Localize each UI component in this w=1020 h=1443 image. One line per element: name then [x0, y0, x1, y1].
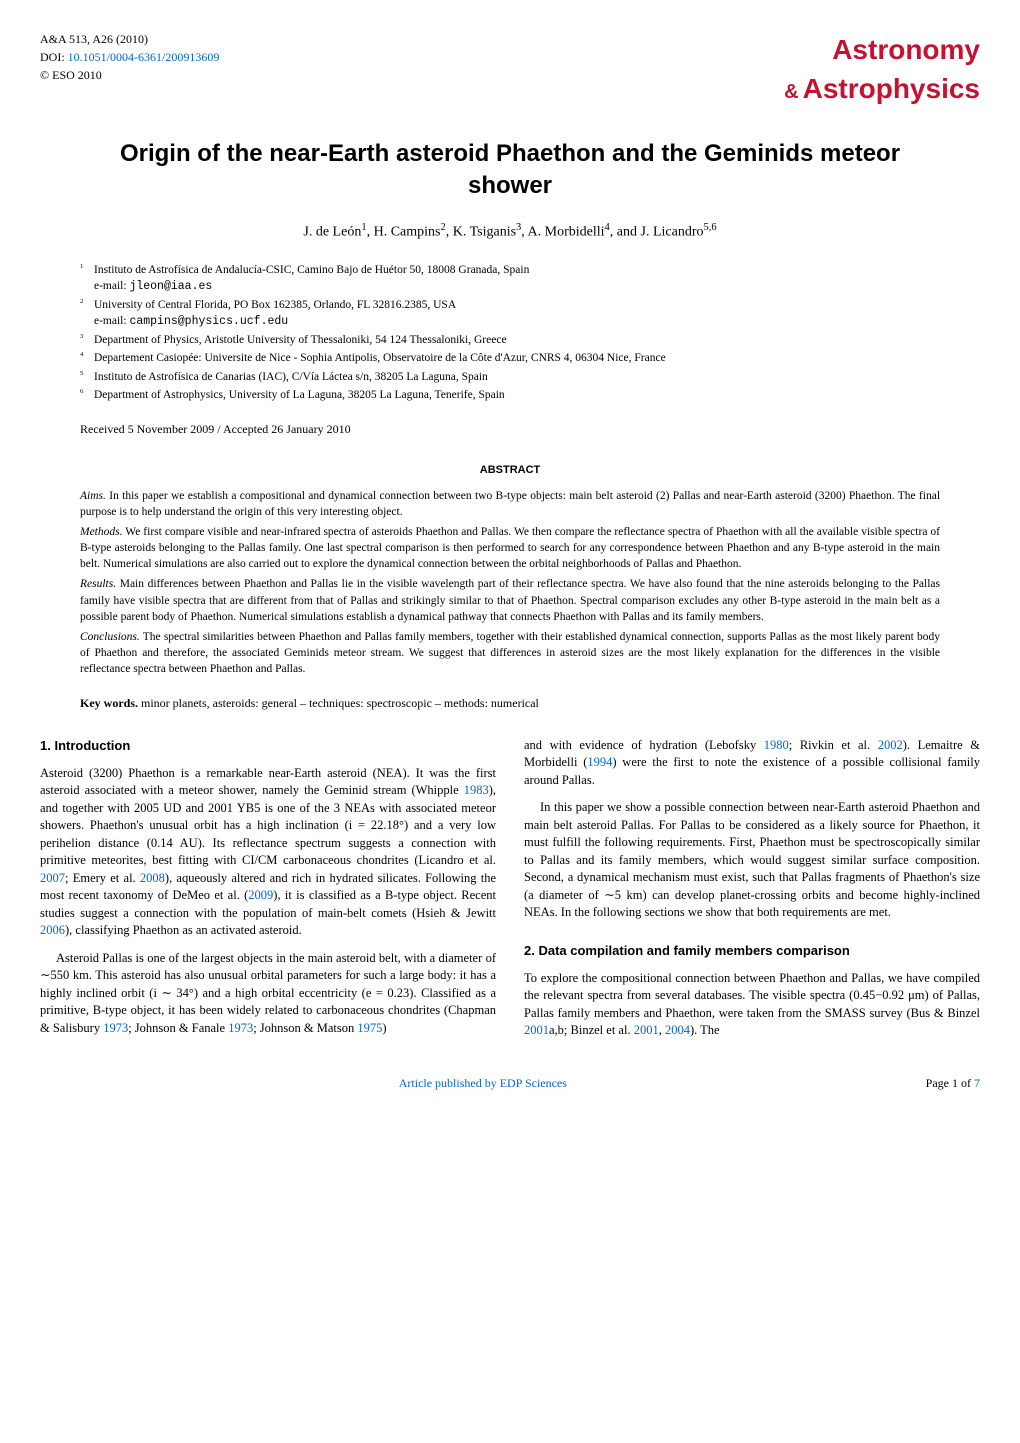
cite-johnson-matson-1975[interactable]: 1975: [357, 1021, 382, 1035]
affiliation-row: 3Department of Physics, Aristotle Univer…: [80, 332, 940, 348]
s1r-para2: In this paper we show a possible connect…: [524, 799, 980, 922]
affiliation-row: 2University of Central Florida, PO Box 1…: [80, 297, 940, 330]
affiliation-row: 6Department of Astrophysics, University …: [80, 387, 940, 403]
affiliation-email: e-mail: campins@physics.ucf.edu: [94, 313, 940, 330]
conclusions-label: Conclusions.: [80, 631, 140, 643]
affiliation-number: 3: [80, 332, 94, 348]
cite-binzel-2001[interactable]: 2001: [634, 1023, 659, 1037]
cite-emery-2008[interactable]: 2008: [140, 871, 165, 885]
section-1-heading: 1. Introduction: [40, 737, 496, 755]
affiliation-text: Department of Astrophysics, University o…: [94, 387, 940, 403]
abstract-methods: Methods. We first compare visible and ne…: [80, 524, 940, 572]
affiliation-email: e-mail: jleon@iaa.es: [94, 278, 940, 295]
results-label: Results.: [80, 578, 116, 590]
conclusions-text: The spectral similarities between Phaeth…: [80, 631, 940, 675]
keywords-label: Key words.: [80, 696, 138, 710]
page-header: A&A 513, A26 (2010) DOI: 10.1051/0004-63…: [40, 30, 980, 108]
received-accepted: Received 5 November 2009 / Accepted 26 J…: [80, 421, 940, 438]
cite-johnson-fanale-1973[interactable]: 1973: [228, 1021, 253, 1035]
cite-lemaitre-1994[interactable]: 1994: [587, 755, 612, 769]
cite-demeo-2009[interactable]: 2009: [248, 888, 273, 902]
affiliation-text: Instituto de Astrofísica de Andalucía-CS…: [94, 262, 940, 295]
logo-ampersand: &: [784, 78, 798, 106]
page-footer: Article published by EDP Sciences Page 1…: [40, 1075, 980, 1092]
cite-hsieh-2006[interactable]: 2006: [40, 923, 65, 937]
journal-logo: Astronomy & Astrophysics: [784, 30, 980, 108]
section-2-heading: 2. Data compilation and family members c…: [524, 942, 980, 960]
authors-line: J. de León1, H. Campins2, K. Tsiganis3, …: [40, 221, 980, 242]
journal-reference: A&A 513, A26 (2010): [40, 30, 219, 48]
page-number: Page 1 of 7: [926, 1075, 980, 1092]
aims-text: In this paper we establish a composition…: [80, 490, 940, 518]
methods-text: We first compare visible and near-infrar…: [80, 526, 940, 570]
keywords-text: minor planets, asteroids: general – tech…: [141, 696, 539, 710]
abstract-aims: Aims. In this paper we establish a compo…: [80, 488, 940, 520]
page-total-link[interactable]: 7: [974, 1076, 980, 1090]
s1-para1: Asteroid (3200) Phaethon is a remarkable…: [40, 765, 496, 940]
doi-link[interactable]: 10.1051/0004-6361/200913609: [68, 50, 220, 64]
abstract-conclusions: Conclusions. The spectral similarities b…: [80, 629, 940, 677]
header-left: A&A 513, A26 (2010) DOI: 10.1051/0004-63…: [40, 30, 219, 84]
s1r-para1: and with evidence of hydration (Lebofsky…: [524, 737, 980, 790]
affiliation-row: 4Departement Casiopée: Universite de Nic…: [80, 350, 940, 366]
cite-rivkin-2002[interactable]: 2002: [878, 738, 903, 752]
copyright: © ESO 2010: [40, 66, 219, 84]
cite-whipple-1983[interactable]: 1983: [464, 783, 489, 797]
logo-astronomy: Astronomy: [784, 30, 980, 69]
cite-bus-binzel-2001[interactable]: 2001: [524, 1023, 549, 1037]
affiliation-text: Department of Physics, Aristotle Univers…: [94, 332, 940, 348]
cite-licandro-2007[interactable]: 2007: [40, 871, 65, 885]
s1-para2: Asteroid Pallas is one of the largest ob…: [40, 950, 496, 1038]
cite-chapman-1973[interactable]: 1973: [103, 1021, 128, 1035]
results-text: Main differences between Phaethon and Pa…: [80, 578, 940, 622]
affiliation-row: 5Instituto de Astrofísica de Canarias (I…: [80, 369, 940, 385]
cite-binzel-2004[interactable]: 2004: [665, 1023, 690, 1037]
aims-label: Aims.: [80, 490, 106, 502]
affiliation-number: 2: [80, 297, 94, 330]
publisher-link[interactable]: Article published by EDP Sciences: [399, 1075, 567, 1092]
abstract-block: Aims. In this paper we establish a compo…: [80, 488, 940, 677]
affiliation-text: Departement Casiopée: Universite de Nice…: [94, 350, 940, 366]
affiliation-row: 1Instituto de Astrofísica de Andalucía-C…: [80, 262, 940, 295]
article-title: Origin of the near-Earth asteroid Phaeth…: [100, 138, 920, 200]
affiliation-text: University of Central Florida, PO Box 16…: [94, 297, 940, 330]
affiliation-number: 6: [80, 387, 94, 403]
affiliations-block: 1Instituto de Astrofísica de Andalucía-C…: [80, 262, 940, 403]
s2-para1: To explore the compositional connection …: [524, 970, 980, 1040]
body-columns: 1. Introduction Asteroid (3200) Phaethon…: [40, 737, 980, 1050]
methods-label: Methods.: [80, 526, 122, 538]
keywords-line: Key words. minor planets, asteroids: gen…: [80, 695, 940, 712]
logo-astrophysics: Astrophysics: [803, 69, 980, 108]
cite-lebofsky-1980[interactable]: 1980: [764, 738, 789, 752]
abstract-heading: ABSTRACT: [40, 463, 980, 478]
right-column: and with evidence of hydration (Lebofsky…: [524, 737, 980, 1050]
doi-line: DOI: 10.1051/0004-6361/200913609: [40, 48, 219, 66]
affiliation-text: Instituto de Astrofísica de Canarias (IA…: [94, 369, 940, 385]
affiliation-number: 5: [80, 369, 94, 385]
abstract-results: Results. Main differences between Phaeth…: [80, 576, 940, 624]
left-column: 1. Introduction Asteroid (3200) Phaethon…: [40, 737, 496, 1050]
affiliation-number: 4: [80, 350, 94, 366]
affiliation-number: 1: [80, 262, 94, 295]
doi-label: DOI:: [40, 50, 68, 64]
